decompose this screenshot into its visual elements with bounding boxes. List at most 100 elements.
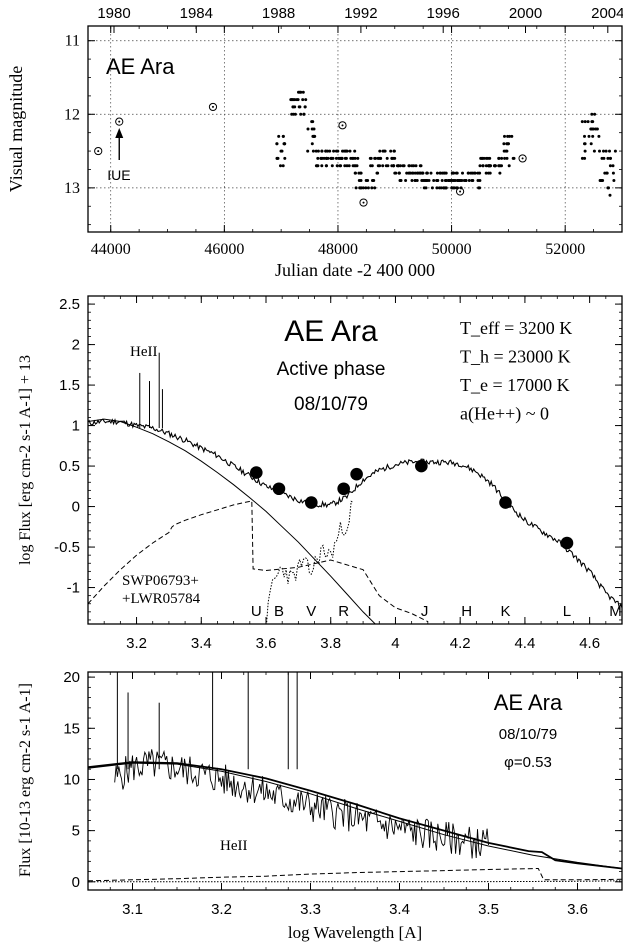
spectrum-curve-nebular [88, 867, 622, 882]
observation-open-circle [338, 121, 347, 130]
observation-dot [469, 171, 473, 175]
observation-dot [440, 179, 444, 182]
observation-dot [381, 149, 385, 153]
observation-dot [602, 156, 606, 160]
spectrum-curve-model-total [88, 761, 622, 870]
y-tick-label: 13 [64, 180, 80, 197]
observation-dot [389, 149, 393, 153]
observation-dot [376, 164, 380, 168]
observation-dot [503, 156, 507, 160]
photometry-point [350, 467, 363, 481]
observation-dot [302, 112, 306, 116]
chart-date: 08/10/79 [499, 726, 557, 743]
observation-dot [481, 164, 485, 168]
top-axis-label: 2000 [509, 5, 542, 22]
observation-open-circle [208, 102, 218, 112]
observation-dot [357, 179, 361, 182]
orbital-phase: φ=0.53 [504, 754, 552, 771]
observation-dot [283, 156, 287, 160]
observation-dot [314, 149, 318, 153]
observation-dot [347, 164, 351, 168]
observation-dot [299, 112, 303, 116]
observation-dot [392, 149, 396, 153]
observation-dot [291, 98, 295, 102]
observation-dot [608, 193, 612, 197]
observation-dot [430, 186, 434, 190]
y-axis-label: Flux [10-13 erg cm-2 s-1 A-1] [17, 683, 34, 877]
observation-dot [353, 149, 357, 153]
observation-dot [385, 156, 389, 160]
observation-dot [326, 149, 329, 153]
observation-dot [281, 164, 285, 168]
observation-dot [334, 149, 338, 153]
observation-dot [370, 186, 374, 190]
observation-dot [461, 171, 464, 175]
photometry-point [249, 466, 263, 479]
observation-dot [348, 149, 352, 153]
photometry-point [560, 536, 574, 550]
observation-dot [611, 164, 615, 168]
observation-dot [402, 164, 406, 168]
observation-dot [293, 105, 297, 109]
observation-dot [353, 156, 357, 160]
observation-dot [455, 171, 459, 175]
observation-dot [301, 90, 305, 94]
x-tick-label: 46000 [204, 241, 244, 258]
observation-dot [282, 142, 286, 146]
spectrum-curve-giant [88, 880, 622, 883]
y-tick-label: 0.5 [59, 458, 80, 475]
observation-dot [510, 134, 514, 138]
sed-curve-red-giant [266, 500, 354, 624]
plot-frame [87, 25, 623, 233]
x-tick-label: 4.4 [514, 635, 535, 652]
observation-dot [592, 149, 596, 153]
observation-dot [603, 171, 607, 175]
observation-dot [281, 134, 285, 138]
x-axis-label: log Wavelength [A] [288, 923, 422, 942]
observation-dot [435, 186, 439, 190]
y-tick-label: 2 [72, 337, 80, 354]
observation-dot [356, 156, 360, 160]
observation-dot [345, 164, 349, 168]
observation-dot [589, 142, 593, 146]
y-tick-label: 10 [63, 771, 80, 788]
photometric-band-label: V [306, 603, 316, 620]
observation-dot [422, 186, 426, 190]
observation-dot [476, 171, 480, 175]
photometric-band-label: U [251, 603, 262, 620]
observation-dot [277, 134, 281, 138]
observation-dot [470, 179, 474, 182]
observation-dot [425, 171, 429, 175]
observation-dot [512, 156, 516, 160]
observation-dot [424, 179, 427, 182]
observation-dot [451, 171, 455, 175]
observation-dot [299, 90, 303, 94]
photometric-band-label: J [421, 603, 429, 620]
observation-dot [597, 134, 601, 138]
observation-dot [324, 156, 328, 160]
observation-dot [497, 156, 501, 160]
observation-dot [476, 179, 480, 182]
y-tick-label: 20 [63, 669, 80, 686]
observation-dot [589, 127, 593, 131]
x-tick-label: 52000 [545, 241, 585, 258]
observation-dot [390, 156, 394, 160]
observation-dot [418, 164, 422, 168]
spectrum-id-label: SWP06793+ [122, 573, 199, 589]
observation-dot [612, 179, 616, 182]
observation-dot [407, 164, 411, 168]
y-tick-label: -1 [67, 580, 80, 597]
observation-dot [598, 149, 601, 153]
observation-dot [606, 156, 610, 160]
observation-dot [383, 149, 387, 153]
observation-dot [276, 156, 280, 160]
observation-dot [413, 171, 417, 175]
observation-dot [590, 112, 594, 116]
observation-dot [320, 149, 324, 153]
observation-dot [407, 171, 411, 175]
observation-dot [608, 156, 612, 160]
photometry-point [499, 496, 512, 509]
spectrum-curve-observed [114, 749, 489, 859]
observation-dot [452, 179, 456, 182]
observation-dot [319, 156, 323, 160]
